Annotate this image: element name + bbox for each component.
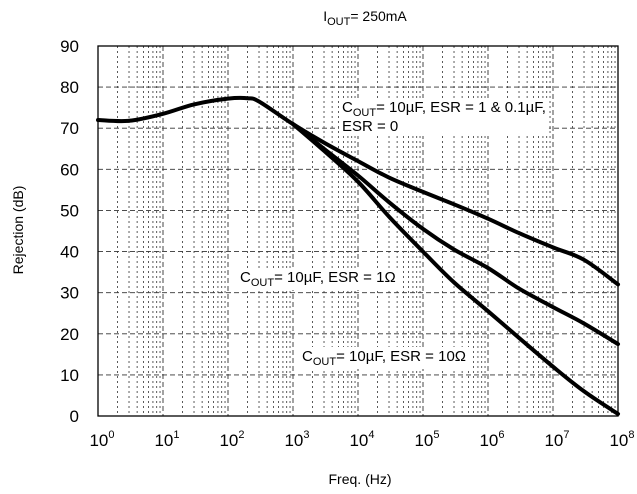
- y-axis-label: Rejection (dB): [10, 186, 26, 275]
- x-tick-label: 100: [89, 429, 114, 450]
- annotation-line: COUT= 10µF, ESR = 1Ω: [240, 269, 396, 289]
- x-axis-label: Freq. (Hz): [329, 471, 392, 487]
- series-annotations: COUT= 10µF, ESR = 1 & 0.1µF,ESR = 0COUT=…: [237, 98, 549, 369]
- y-tick-label: 10: [60, 366, 79, 385]
- x-tick-label: 105: [414, 429, 439, 450]
- x-tick-label: 104: [349, 429, 374, 450]
- y-tick-label: 30: [60, 284, 79, 303]
- y-tick-label: 70: [60, 119, 79, 138]
- x-tick-label: 108: [609, 429, 634, 450]
- y-tick-label: 20: [60, 325, 79, 344]
- x-tick-labels: 100 101 102 103 104 105 106 107 108: [89, 429, 634, 450]
- x-tick-label: 102: [219, 429, 244, 450]
- y-tick-label: 50: [60, 201, 79, 220]
- x-tick-label: 107: [544, 429, 569, 450]
- x-tick-label: 101: [154, 429, 179, 450]
- annotation-background: [299, 347, 470, 369]
- annotation-esr-low: COUT= 10µF, ESR = 1 & 0.1µF,ESR = 0: [339, 98, 549, 136]
- chart-title: IOUT= 250mA: [323, 8, 407, 28]
- title-main: I: [323, 8, 327, 24]
- curve-esr-1ohm: [291, 122, 620, 347]
- annotation-line: ESR = 0: [342, 118, 398, 135]
- x-tick-label: 106: [479, 429, 504, 450]
- annotation-line: COUT= 10µF, ESR = 10Ω: [302, 348, 466, 368]
- y-tick-label: 80: [60, 78, 79, 97]
- annotation-background: [237, 268, 399, 290]
- y-tick-label: 40: [60, 243, 79, 262]
- curves: [96, 95, 620, 416]
- x-tick-label: 103: [284, 429, 309, 450]
- title-rest: = 250mA: [350, 8, 407, 24]
- y-tick-label: 60: [60, 160, 79, 179]
- curve-esr-10ohm: [291, 122, 620, 416]
- curve-esr-low: [96, 95, 620, 287]
- annotation-line: COUT= 10µF, ESR = 1 & 0.1µF,: [342, 99, 546, 119]
- y-tick-label: 90: [60, 37, 79, 56]
- annotation-background: [339, 98, 549, 136]
- title-sub: OUT: [327, 16, 351, 28]
- annotation-esr-1ohm: COUT= 10µF, ESR = 1Ω: [237, 268, 399, 290]
- y-tick-label: 0: [70, 407, 79, 426]
- annotation-esr-10ohm: COUT= 10µF, ESR = 10Ω: [299, 347, 470, 369]
- y-tick-labels: 0 10 20 30 40 50 60 70 80 90: [60, 37, 79, 426]
- plot-frame: [97, 45, 619, 417]
